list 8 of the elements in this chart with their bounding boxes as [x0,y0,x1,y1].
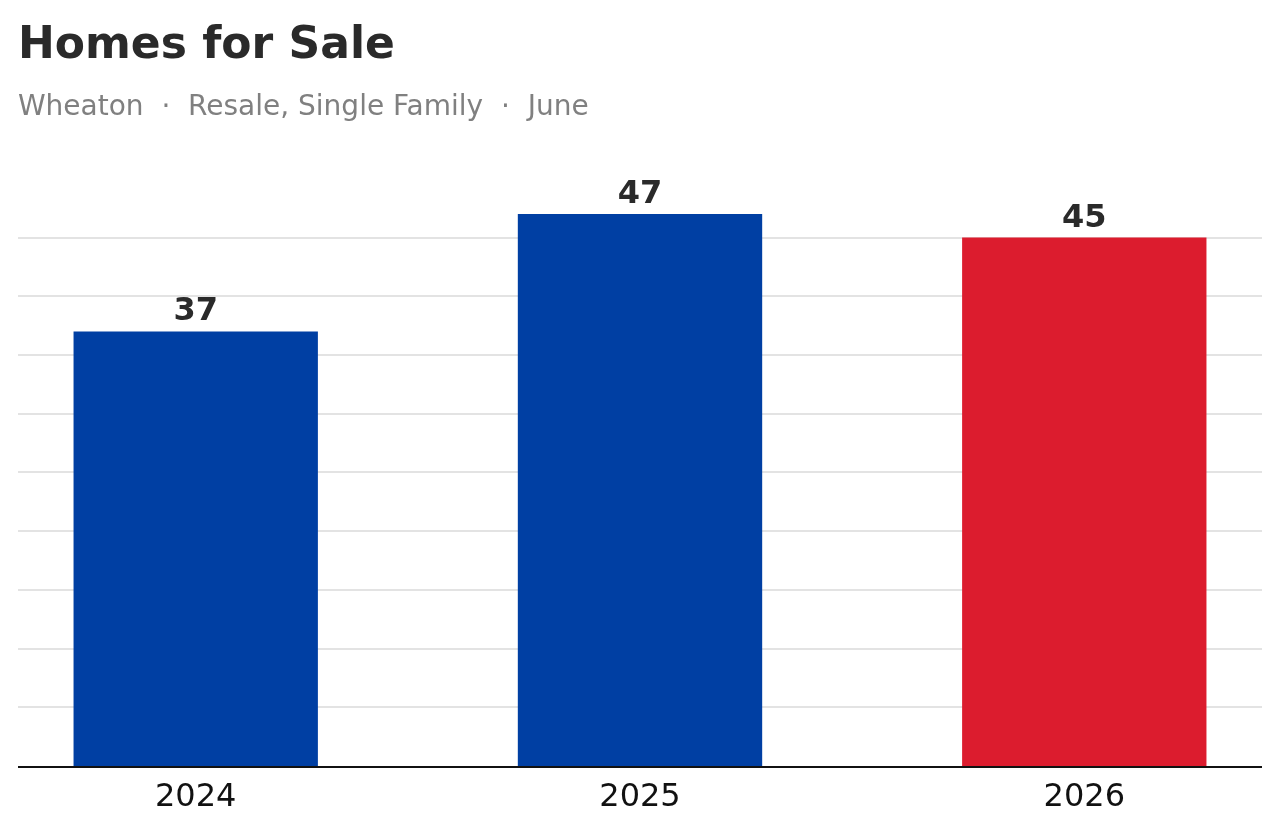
chart-title: Homes for Sale [17,16,395,68]
x-tick-label: 2026 [1043,776,1126,815]
data-label: 47 [617,173,663,212]
x-tick-label: 2025 [599,776,681,815]
data-label: 37 [173,290,218,329]
data-label: 45 [1062,196,1107,235]
chart-subtitle: Wheaton · Resale, Single Family · June [17,89,589,123]
x-tick-label: 2024 [154,776,237,815]
